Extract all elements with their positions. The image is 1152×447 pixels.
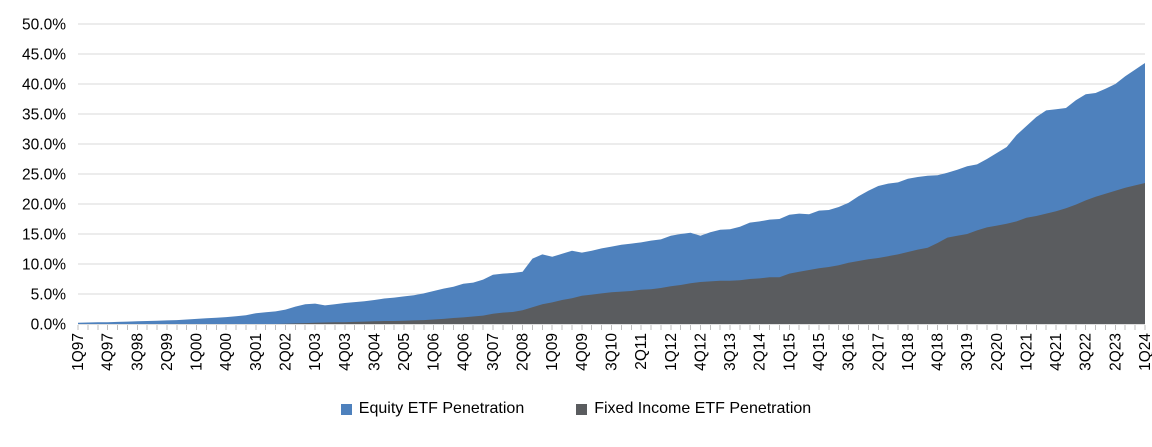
y-axis-label: 35.0% — [22, 107, 66, 124]
x-axis-label: 1Q18 — [900, 333, 917, 371]
x-axis-label: 1Q06 — [426, 333, 443, 371]
x-axis-label: 3Q19 — [959, 333, 976, 371]
x-axis-label: 2Q02 — [277, 333, 294, 371]
y-axis-labels: 0.0% 5.0% 10.0% 15.0% 20.0% 25.0% 30.0% 35.0% 40… — [22, 17, 66, 334]
chart-legend: Equity ETF Penetration Fixed Income ETF … — [0, 401, 1152, 417]
y-axis-label: 10.0% — [22, 257, 66, 274]
x-axis-label: 1Q03 — [307, 333, 324, 371]
x-axis-label: 4Q18 — [930, 333, 947, 371]
x-axis-label: 1Q00 — [189, 333, 206, 371]
x-axis-label: 2Q99 — [159, 333, 176, 371]
y-axis-label: 30.0% — [22, 137, 66, 154]
gridlines — [78, 23, 1145, 325]
series-areas — [78, 63, 1145, 324]
x-axis-label: 4Q00 — [218, 333, 235, 371]
fixed-income-area — [78, 183, 1145, 324]
x-axis-label: 1Q09 — [544, 333, 561, 371]
x-axis-label: 3Q22 — [1078, 333, 1095, 371]
y-axis-label: 45.0% — [22, 47, 66, 64]
x-axis-label: 3Q13 — [722, 333, 739, 371]
legend-item-equity: Equity ETF Penetration — [340, 400, 525, 417]
x-axis-ticks — [77, 325, 1146, 330]
y-axis-label: 15.0% — [22, 227, 66, 244]
x-axis-label: 1Q21 — [1018, 333, 1035, 371]
x-axis-label: 1Q97 — [70, 333, 87, 371]
x-axis-label: 2Q05 — [396, 333, 413, 371]
x-axis-label: 4Q06 — [455, 333, 472, 371]
area-chart: 0.0% 5.0% 10.0% 15.0% 20.0% 25.0% 30.0% 35.0% 40… — [22, 17, 1152, 371]
x-axis-label: 1Q24 — [1137, 333, 1152, 371]
x-axis-labels: 1Q97 4Q97 3Q98 2Q99 1Q00 4Q00 3Q01 2Q02 1Q03 4Q03… — [70, 333, 1152, 371]
y-axis-label: 25.0% — [22, 167, 66, 184]
x-axis-label: 1Q12 — [663, 333, 680, 371]
equity-legend-label: Equity ETF Penetration — [358, 400, 525, 417]
fixed-income-legend-label: Fixed Income ETF Penetration — [594, 400, 812, 417]
y-axis-label: 0.0% — [31, 317, 67, 334]
x-axis-label: 4Q21 — [1048, 333, 1065, 371]
x-axis-label: 2Q20 — [989, 333, 1006, 371]
legend-item-fixed-income: Fixed Income ETF Penetration — [576, 401, 811, 417]
x-axis-label: 4Q09 — [574, 333, 591, 371]
x-axis-label: 4Q03 — [337, 333, 354, 371]
x-axis-label: 3Q10 — [604, 333, 621, 371]
equity-legend-swatch — [340, 403, 352, 415]
x-axis-label: 2Q17 — [870, 333, 887, 371]
x-axis-label: 4Q12 — [692, 333, 709, 371]
x-axis-label: 3Q07 — [485, 333, 502, 371]
y-axis-label: 5.0% — [31, 287, 67, 304]
y-axis-label: 20.0% — [22, 197, 66, 214]
x-axis-label: 2Q08 — [515, 333, 532, 371]
x-axis-label: 3Q16 — [841, 333, 858, 371]
x-axis-label: 3Q01 — [248, 333, 265, 371]
x-axis-label: 3Q98 — [129, 333, 146, 371]
fixed-income-legend-swatch — [576, 403, 588, 415]
x-axis-label: 1Q15 — [781, 333, 798, 371]
x-axis-label: 3Q04 — [366, 333, 383, 371]
y-axis-label: 40.0% — [22, 77, 66, 94]
x-axis-label: 2Q11 — [633, 333, 650, 370]
x-axis-label: 4Q15 — [811, 333, 828, 371]
x-axis-label: 4Q97 — [100, 333, 117, 371]
y-axis-label: 50.0% — [22, 17, 66, 34]
x-axis-label: 2Q23 — [1107, 333, 1124, 371]
x-axis-label: 2Q14 — [752, 333, 769, 371]
